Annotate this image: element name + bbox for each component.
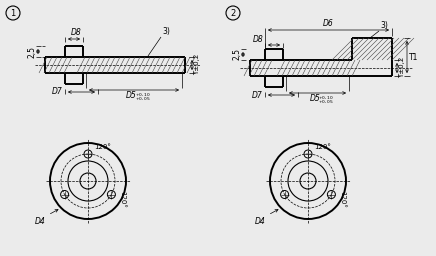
Text: D8: D8 bbox=[71, 28, 82, 37]
Text: T±0,2: T±0,2 bbox=[399, 56, 405, 78]
Text: 3): 3) bbox=[380, 21, 388, 30]
Text: D8: D8 bbox=[253, 35, 264, 44]
Text: D4: D4 bbox=[35, 217, 46, 226]
Text: D7: D7 bbox=[252, 91, 263, 100]
Text: D6: D6 bbox=[323, 19, 334, 28]
Text: $^{+0,10}_{+0,05}$: $^{+0,10}_{+0,05}$ bbox=[319, 94, 334, 105]
Text: 2,5: 2,5 bbox=[27, 46, 36, 58]
Text: T1: T1 bbox=[409, 52, 419, 61]
Text: 2,5: 2,5 bbox=[232, 48, 241, 60]
Text: 120°: 120° bbox=[339, 191, 345, 208]
Text: 3): 3) bbox=[162, 27, 170, 36]
Text: 1: 1 bbox=[10, 8, 16, 17]
Text: D4: D4 bbox=[255, 217, 266, 226]
Text: D5: D5 bbox=[310, 94, 320, 103]
Text: 120°: 120° bbox=[314, 144, 331, 150]
Text: 120°: 120° bbox=[94, 144, 111, 150]
Text: D5: D5 bbox=[126, 91, 137, 100]
Text: 120°: 120° bbox=[119, 191, 125, 208]
Text: D7: D7 bbox=[52, 88, 63, 97]
Text: T±0,2: T±0,2 bbox=[194, 53, 200, 75]
Text: $^{+0,10}_{+0,05}$: $^{+0,10}_{+0,05}$ bbox=[135, 91, 151, 102]
Text: 2: 2 bbox=[230, 8, 235, 17]
